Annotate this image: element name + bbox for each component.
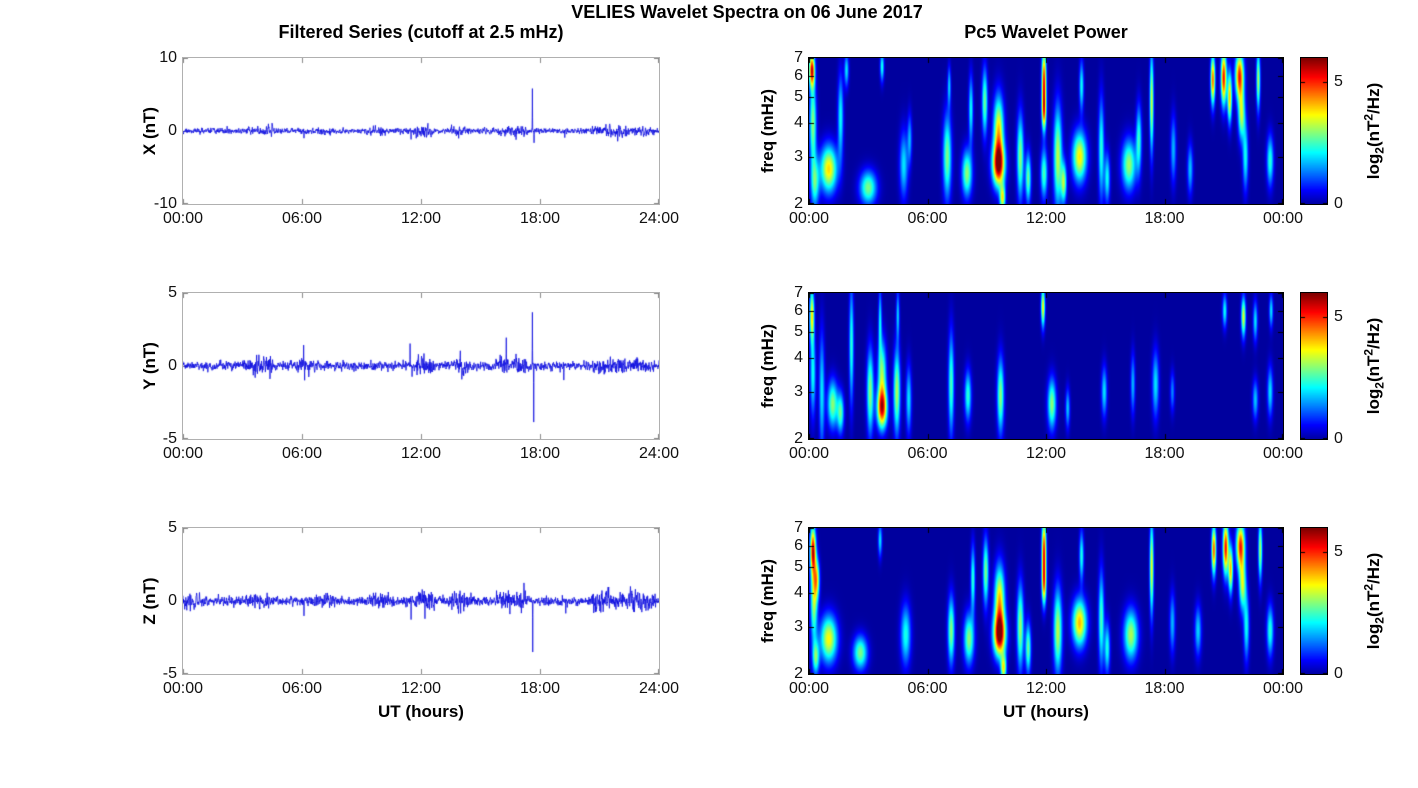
x-tick-label: 06:00 <box>907 680 948 697</box>
colorbar-tick-label: 5 <box>1334 308 1343 325</box>
freq-tick-label: 7 <box>794 519 803 536</box>
x-tick-label: 18:00 <box>519 210 561 227</box>
freq-tick-label: 3 <box>794 148 803 165</box>
freq-tick-label: 5 <box>794 88 803 105</box>
freq-tick-label: 6 <box>794 537 803 554</box>
x-tick-label: 18:00 <box>1144 445 1185 462</box>
x-tick-label: 00:00 <box>788 210 830 227</box>
timeseries-plot-y <box>182 292 660 440</box>
x-tick-label: 12:00 <box>1025 210 1067 227</box>
freq-tick-label: 2 <box>794 195 803 212</box>
freq-tick-label: 7 <box>794 49 803 66</box>
colorbar-row1 <box>1300 57 1328 205</box>
x-tick-label: 12:00 <box>1025 445 1067 462</box>
x-tick-label: 00:00 <box>1262 680 1304 697</box>
freq-tick-label: 5 <box>794 558 803 575</box>
freq-tick-label: 2 <box>794 430 803 447</box>
freq-tick-label: 6 <box>794 67 803 84</box>
x-axis-label-right: UT (hours) <box>1003 702 1089 721</box>
y-tick-label: 0 <box>168 357 177 374</box>
y-tick-label: 0 <box>168 592 177 609</box>
x-tick-label: 18:00 <box>1144 680 1185 697</box>
wavelet-spectrogram-x <box>808 57 1284 205</box>
x-tick-label: 12:00 <box>400 680 442 697</box>
x-axis-label-left: UT (hours) <box>378 702 464 721</box>
colorbar-label-row1: log2(nT2/Hz) <box>1361 82 1387 180</box>
freq-tick-label: 4 <box>794 349 803 366</box>
freq-tick-label: 4 <box>794 114 803 131</box>
x-tick-label: 24:00 <box>638 445 680 462</box>
colorbar-tick-label: 5 <box>1334 543 1343 560</box>
x-tick-label: 00:00 <box>788 680 830 697</box>
x-tick-label: 06:00 <box>907 210 948 227</box>
x-tick-label: 00:00 <box>1262 210 1304 227</box>
x-tick-label: 24:00 <box>638 680 680 697</box>
colorbar-label-row3: log2(nT2/Hz) <box>1361 552 1387 650</box>
freq-tick-label: 5 <box>794 323 803 340</box>
colorbar-tick-label: 0 <box>1334 195 1343 212</box>
colorbar-label-row2: log2(nT2/Hz) <box>1361 317 1387 415</box>
colorbar-row3 <box>1300 527 1328 675</box>
x-tick-label: 00:00 <box>162 210 204 227</box>
figure-title: VELIES Wavelet Spectra on 06 June 2017 <box>571 2 923 22</box>
x-tick-label: 18:00 <box>519 680 561 697</box>
x-tick-label: 00:00 <box>1262 445 1304 462</box>
y-tick-label: -10 <box>153 195 177 212</box>
y-tick-label: 10 <box>159 49 177 66</box>
x-tick-label: 06:00 <box>281 680 323 697</box>
freq-tick-label: 6 <box>794 302 803 319</box>
y-tick-label: -5 <box>162 430 177 447</box>
x-tick-label: 06:00 <box>281 445 323 462</box>
freq-tick-label: 4 <box>794 584 803 601</box>
wavelet-spectrogram-z <box>808 527 1284 675</box>
timeseries-plot-x <box>182 57 660 205</box>
freq-tick-label: 7 <box>794 284 803 301</box>
y-tick-label: -5 <box>162 665 177 682</box>
x-tick-label: 00:00 <box>162 680 204 697</box>
right-column-title: Pc5 Wavelet Power <box>964 22 1128 42</box>
colorbar-tick-label: 0 <box>1334 430 1343 447</box>
x-tick-label: 18:00 <box>1144 210 1185 227</box>
timeseries-plot-z <box>182 527 660 675</box>
x-tick-label: 00:00 <box>162 445 204 462</box>
freq-tick-label: 2 <box>794 665 803 682</box>
y-tick-label: 5 <box>168 284 177 301</box>
y-tick-label: 0 <box>168 122 177 139</box>
freq-tick-label: 3 <box>794 618 803 635</box>
x-tick-label: 06:00 <box>281 210 323 227</box>
x-tick-label: 18:00 <box>519 445 561 462</box>
x-tick-label: 12:00 <box>400 210 442 227</box>
y-tick-label: 5 <box>168 519 177 536</box>
freq-tick-label: 3 <box>794 383 803 400</box>
colorbar-tick-label: 5 <box>1334 73 1343 90</box>
x-tick-label: 24:00 <box>638 210 680 227</box>
x-tick-label: 12:00 <box>1025 680 1067 697</box>
left-column-title: Filtered Series (cutoff at 2.5 mHz) <box>278 22 564 42</box>
x-tick-label: 00:00 <box>788 445 830 462</box>
wavelet-spectrogram-y <box>808 292 1284 440</box>
colorbar-tick-label: 0 <box>1334 665 1343 682</box>
colorbar-row2 <box>1300 292 1328 440</box>
x-tick-label: 06:00 <box>907 445 948 462</box>
x-tick-label: 12:00 <box>400 445 442 462</box>
